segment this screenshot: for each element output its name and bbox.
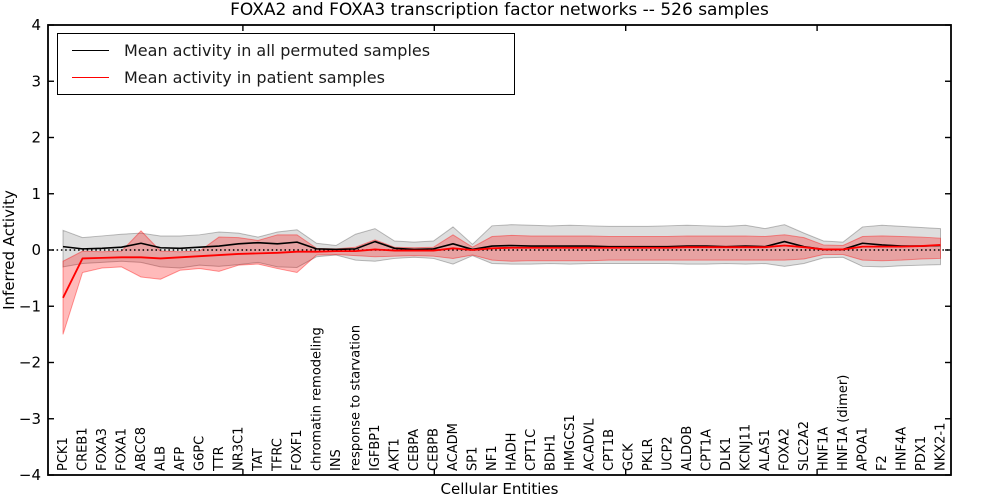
x-category-label: F2 [875,455,890,471]
x-category-label: G6PC [193,436,208,471]
x-category-label: HNF1A [817,427,832,471]
x-category-label: ABCC8 [134,427,149,471]
patient-mean-line [62,244,941,299]
y-tick-label: 2 [31,129,41,147]
x-category-label: FOXF1 [290,429,305,471]
x-category-label: INS [329,449,344,471]
legend: Mean activity in all permuted samples Me… [57,33,515,95]
x-category-label: chromatin remodeling [310,327,325,471]
x-category-label: FOXA3 [95,428,110,471]
x-category-label: ALAS1 [758,429,773,471]
x-axis-label: Cellular Entities [440,480,559,498]
x-category-label: ACADVL [583,418,598,471]
legend-line-sample-black [72,50,109,52]
x-category-label: HMGCS1 [563,414,578,471]
chart-title: FOXA2 and FOXA3 transcription factor net… [230,0,769,20]
x-category-label: APOA1 [856,427,871,471]
permuted-mean-line [62,240,941,251]
x-category-label: AKT1 [388,438,403,471]
x-category-label: NR3C1 [232,427,247,471]
y-tick-label: 1 [31,185,41,203]
x-category-label: TFRC [271,438,286,472]
x-category-label: response to starvation [349,325,364,471]
x-category-label: HADH [505,433,520,471]
x-category-label: CPT1B [602,429,617,471]
y-tick-label: 4 [31,16,41,34]
y-tick-label: 0 [31,241,41,259]
x-category-label: DLK1 [719,437,734,471]
legend-item-patient: Mean activity in patient samples [58,68,514,87]
x-category-label: TAT [251,448,266,472]
x-category-label: KCNJ11 [739,424,754,471]
x-category-label: CPT1C [524,429,539,471]
y-tick-label: −1 [19,297,41,315]
x-category-label: PKLR [641,438,656,471]
patient-confidence-band [62,230,941,335]
x-category-label: ALDOB [680,426,695,471]
legend-item-permuted: Mean activity in all permuted samples [58,41,514,60]
x-category-label: FOXA1 [115,428,130,471]
legend-label: Mean activity in patient samples [124,67,385,87]
x-category-label: IGFBP1 [368,425,383,471]
y-tick-label: −3 [19,410,41,428]
x-category-label: NF1 [485,446,500,471]
x-category-label: NKX2-1 [934,423,949,471]
x-category-label: ALB [154,446,169,471]
x-category-label: AFP [173,447,188,471]
x-category-label: BDH1 [544,434,559,471]
x-category-label: CEBPB [427,428,442,471]
y-tick-label: 3 [31,72,41,90]
x-category-label: UCP2 [661,436,676,471]
x-category-label: PCK1 [56,437,71,471]
legend-line-sample-red [72,76,109,78]
legend-label: Mean activity in all permuted samples [124,41,431,61]
x-category-label: HNF1A (dimer) [836,375,851,471]
x-category-label: SP1 [466,447,481,471]
x-category-label: CEBPA [407,429,422,471]
x-category-label: PDX1 [914,436,929,471]
y-tick-label: −2 [19,354,41,372]
x-category-label: FOXA2 [778,428,793,471]
x-category-label: HNF4A [895,427,910,471]
x-category-label: CPT1A [700,429,715,471]
y-axis-label: Inferred Activity [0,190,18,310]
x-category-label: GCK [622,443,637,471]
x-category-label: TTR [212,446,227,472]
x-category-label: SLC2A2 [797,421,812,471]
y-tick-label: −4 [19,466,41,484]
x-category-label: ACADM [446,423,461,471]
x-category-label: CREB1 [76,427,91,471]
